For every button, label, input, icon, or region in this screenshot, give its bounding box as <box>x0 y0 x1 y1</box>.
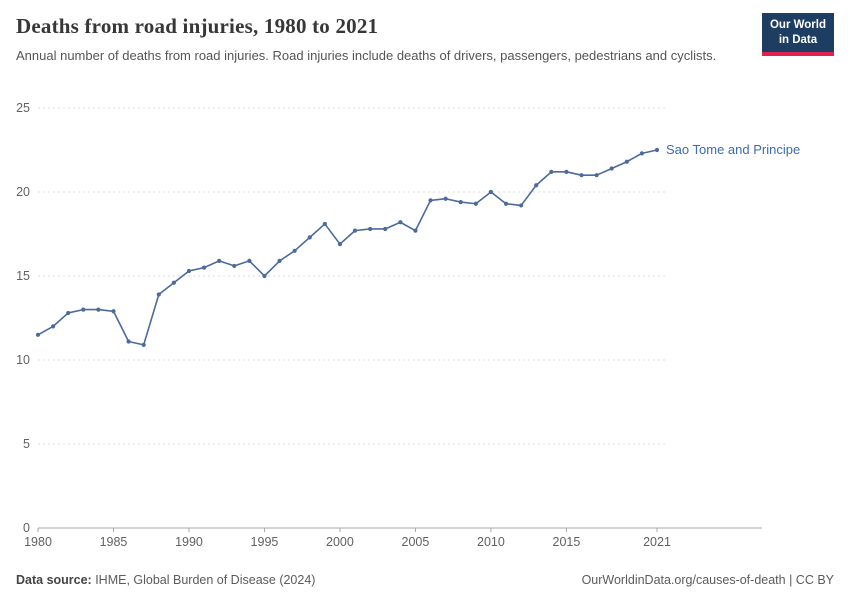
data-point <box>50 324 56 329</box>
data-point <box>503 201 509 206</box>
data-point <box>594 173 599 178</box>
data-point <box>639 151 645 156</box>
data-point <box>156 292 161 297</box>
data-point <box>579 173 584 178</box>
data-point <box>458 199 463 205</box>
data-point <box>247 258 252 263</box>
data-point <box>473 201 478 206</box>
data-point <box>126 339 131 344</box>
logo-line2: in Data <box>778 33 818 46</box>
data-point <box>171 280 176 285</box>
x-tick-label: 2010 <box>477 535 505 549</box>
x-tick-label: 2000 <box>326 535 354 549</box>
y-tick-label: 20 <box>16 185 30 199</box>
y-tick-label: 5 <box>23 437 30 451</box>
data-point <box>277 258 282 263</box>
footer: Data source: IHME, Global Burden of Dise… <box>0 573 850 600</box>
data-point <box>488 189 494 195</box>
data-point <box>35 332 41 337</box>
data-point <box>66 310 71 316</box>
y-tick-label: 25 <box>16 101 30 115</box>
data-point <box>428 198 433 203</box>
x-tick-label: 2015 <box>553 535 581 549</box>
data-point <box>81 307 86 312</box>
data-point <box>398 220 403 225</box>
data-point <box>519 203 524 208</box>
data-source-text: IHME, Global Burden of Disease (2024) <box>91 573 316 587</box>
logo-line1: Our World <box>769 19 826 31</box>
footer-link[interactable]: OurWorldinData.org/causes-of-death | CC … <box>581 573 834 587</box>
data-point <box>307 235 312 240</box>
data-source-label: Data source: <box>16 573 92 587</box>
y-tick-label: 0 <box>23 521 30 535</box>
data-point <box>96 307 101 312</box>
y-tick-label: 15 <box>16 269 30 283</box>
data-point <box>564 169 569 174</box>
chart-subtitle: Annual number of deaths from road injuri… <box>16 48 717 63</box>
data-point <box>624 159 629 164</box>
x-tick-label: 2005 <box>402 535 430 549</box>
page-title: Deaths from road injuries, 1980 to 2021 <box>16 14 379 38</box>
owid-logo[interactable]: Our World in Data <box>761 13 834 56</box>
data-point <box>368 226 373 232</box>
data-point <box>141 342 146 347</box>
line-chart-svg: 0 5 10 15 20 25 1980 1985 1990 1995 2000 2005 2010 20… <box>16 101 800 549</box>
data-point <box>186 268 192 274</box>
data-source: Data source: IHME, Global Burden of Dise… <box>16 573 315 587</box>
data-point <box>549 169 554 174</box>
series-label: Sao Tome and Principe <box>666 142 800 157</box>
data-point <box>654 147 660 153</box>
data-point <box>232 263 237 269</box>
header: Deaths from road injuries, 1980 to 2021 … <box>0 0 850 66</box>
data-point <box>609 166 614 171</box>
data-point <box>413 228 418 233</box>
data-point <box>534 183 539 188</box>
data-point <box>443 196 448 201</box>
x-tick-label: 1995 <box>251 535 279 549</box>
data-point <box>292 248 297 253</box>
data-point <box>337 241 343 247</box>
data-point <box>217 258 222 263</box>
data-point <box>322 221 327 227</box>
x-tick-label: 2021 <box>643 535 671 549</box>
data-point <box>262 273 267 279</box>
chart-line <box>37 149 658 346</box>
chart: 0 5 10 15 20 25 1980 1985 1990 1995 2000 2005 2010 20… <box>0 88 850 558</box>
data-point <box>201 265 207 270</box>
data-point <box>111 309 116 314</box>
x-tick-label: 1980 <box>24 535 52 549</box>
data-point <box>383 226 388 232</box>
y-tick-label: 10 <box>16 353 30 367</box>
x-tick-label: 1990 <box>175 535 203 549</box>
x-tick-label: 1985 <box>100 535 128 549</box>
data-point <box>352 228 358 233</box>
